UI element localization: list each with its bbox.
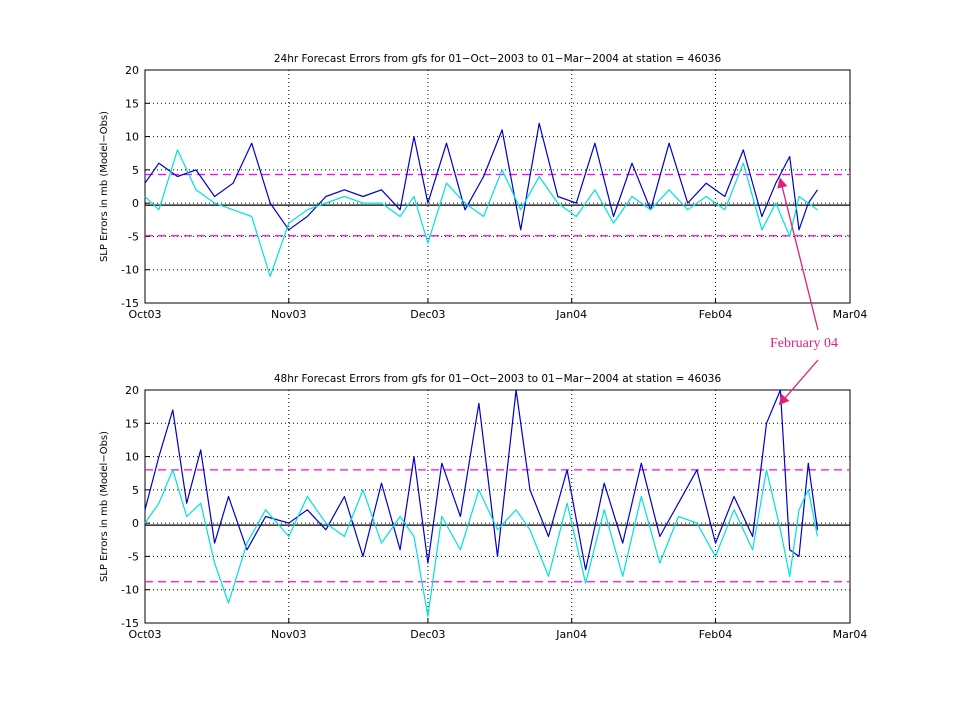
x-tick-label: Mar04 bbox=[833, 308, 868, 321]
y-tick-label: 10 bbox=[125, 451, 139, 464]
y-tick-label: -10 bbox=[121, 264, 139, 277]
x-tick-label: Oct03 bbox=[128, 628, 161, 641]
chart-24hr: -15 -10 -5 0 5 10 15 20 Oct03 Nov03 Dec03 Jan04 Feb0… bbox=[99, 53, 867, 321]
series-line-cyan bbox=[144, 469, 819, 617]
annotation-arrows bbox=[777, 177, 819, 406]
x-tick-label: Oct03 bbox=[128, 308, 161, 321]
series-line-cyan bbox=[144, 149, 818, 277]
y-tick-label: 10 bbox=[125, 131, 139, 144]
y-tick-label: 5 bbox=[132, 484, 139, 497]
annotation-arrow bbox=[778, 359, 819, 406]
y-tick-label: 15 bbox=[125, 417, 139, 430]
y-tick-label: -5 bbox=[128, 550, 139, 563]
x-tick-label: Feb04 bbox=[699, 308, 732, 321]
y-tick-label: 0 bbox=[132, 197, 139, 210]
x-tick-label: Dec03 bbox=[410, 628, 445, 641]
y-tick-label: 20 bbox=[125, 384, 139, 397]
x-tick-label: Mar04 bbox=[833, 628, 868, 641]
y-tick-label: -15 bbox=[121, 617, 139, 630]
y-tick-label: 20 bbox=[125, 64, 139, 77]
y-tick-label: -15 bbox=[121, 297, 139, 310]
x-tick-label: Nov03 bbox=[271, 628, 306, 641]
chart-title: 48hr Forecast Errors from gfs for 01−Oct… bbox=[274, 373, 722, 385]
x-tick-label: Jan04 bbox=[555, 308, 587, 321]
y-tick-label: 0 bbox=[132, 517, 139, 530]
y-tick-label: 15 bbox=[125, 97, 139, 110]
series-line-blue bbox=[144, 122, 818, 231]
y-tick-label: 5 bbox=[132, 164, 139, 177]
x-tick-label: Dec03 bbox=[410, 308, 445, 321]
x-tick-label: Nov03 bbox=[271, 308, 306, 321]
y-tick-label: -10 bbox=[121, 584, 139, 597]
annotation-label: February 04 bbox=[770, 336, 839, 351]
annotation-arrow bbox=[777, 177, 819, 331]
series-line-blue bbox=[144, 389, 819, 571]
y-axis-label: SLP Errors in mb (Model−Obs) bbox=[99, 111, 110, 262]
plot-area bbox=[144, 389, 851, 624]
x-tick-label: Jan04 bbox=[555, 628, 587, 641]
y-axis-label: SLP Errors in mb (Model−Obs) bbox=[99, 431, 110, 582]
x-tick-label: Feb04 bbox=[699, 628, 732, 641]
plot-area bbox=[144, 69, 851, 304]
chart-title: 24hr Forecast Errors from gfs for 01−Oct… bbox=[274, 53, 722, 65]
y-tick-label: -5 bbox=[128, 230, 139, 243]
chart-48hr: -15 -10 -5 0 5 10 15 20 Oct03 Nov03 Dec03 Jan04 Feb0… bbox=[99, 373, 867, 641]
